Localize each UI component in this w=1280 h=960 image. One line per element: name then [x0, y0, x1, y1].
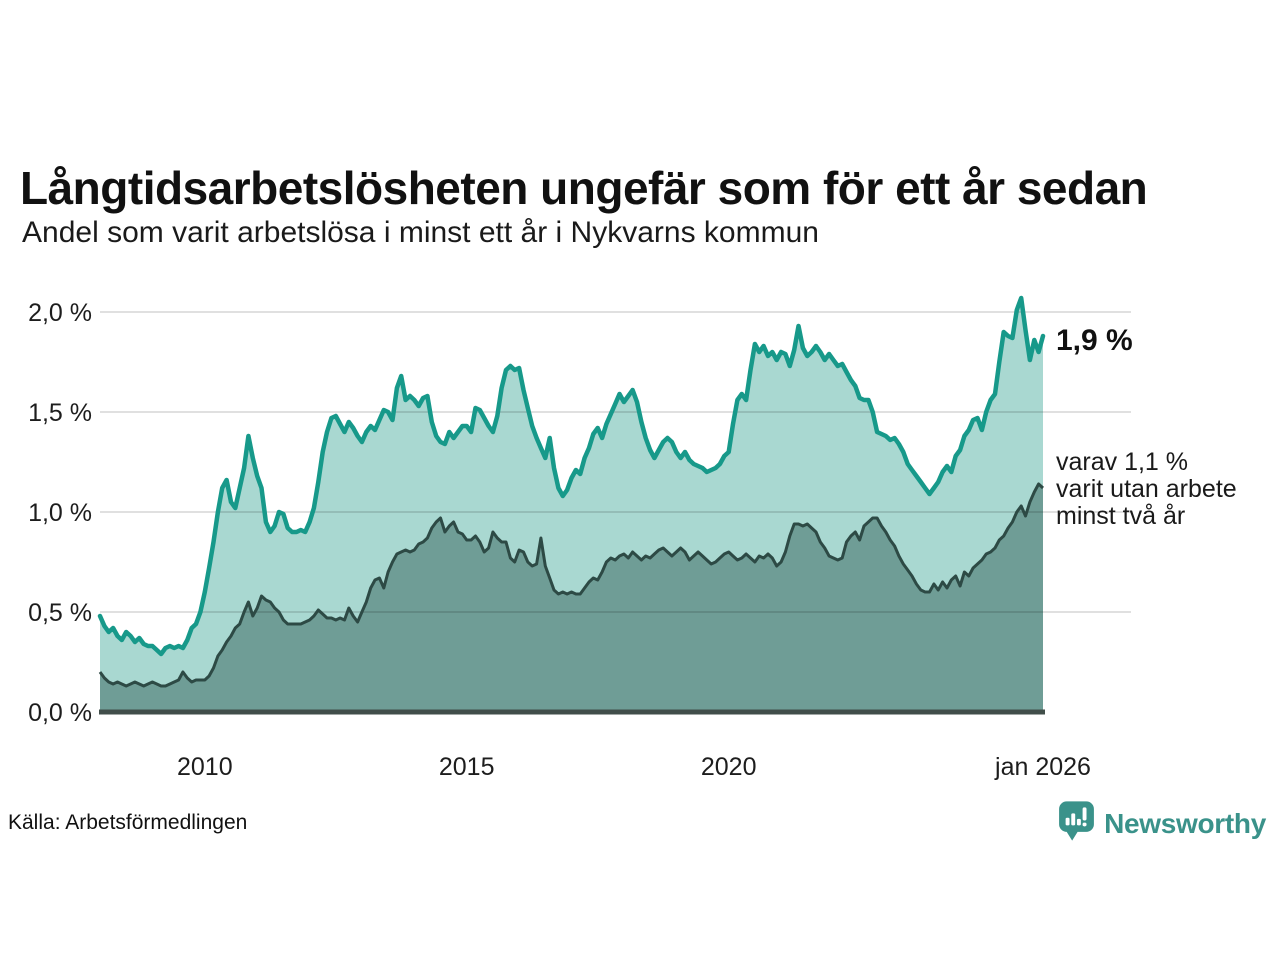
y-tick-label: 2,0 %	[28, 299, 92, 327]
latest-value-label: 1,9 %	[1056, 324, 1133, 357]
y-tick-label: 1,5 %	[28, 399, 92, 427]
newsworthy-brand: Newsworthy	[1058, 800, 1266, 847]
secondary-series-label-line2: varit utan arbete	[1056, 475, 1237, 503]
series-1yr-line	[97, 295, 1046, 657]
y-tick-label: 0,5 %	[28, 599, 92, 627]
newsworthy-brand-name: Newsworthy	[1104, 807, 1266, 839]
newsworthy-logo-icon	[1058, 800, 1095, 847]
page-title: Långtidsarbetslösheten ungefär som för e…	[20, 161, 1148, 214]
secondary-series-label-line1: varav 1,1 %	[1056, 448, 1189, 476]
source-attribution: Källa: Arbetsförmedlingen	[8, 811, 248, 834]
x-tick-label: 2010	[177, 753, 233, 781]
secondary-series-label-line3: minst två år	[1056, 502, 1186, 530]
y-tick-label: 0,0 %	[28, 699, 92, 727]
secondary-series-label: varav 1,1 % varit utan arbete minst två …	[1056, 449, 1237, 530]
x-tick-label: 2020	[701, 753, 757, 781]
series-2yr-area	[100, 484, 1043, 712]
unemployment-area-chart: 0,0 % 0,5 % 1,0 % 1,5 % 2,0 % 2010 2015 2020 jan…	[28, 295, 1131, 781]
y-tick-label: 1,0 %	[28, 499, 92, 527]
series-2yr-line	[98, 482, 1045, 688]
page-subtitle: Andel som varit arbetslösa i minst ett å…	[22, 216, 819, 249]
x-tick-label: 2015	[439, 753, 495, 781]
x-tick-label: jan 2026	[994, 753, 1091, 781]
